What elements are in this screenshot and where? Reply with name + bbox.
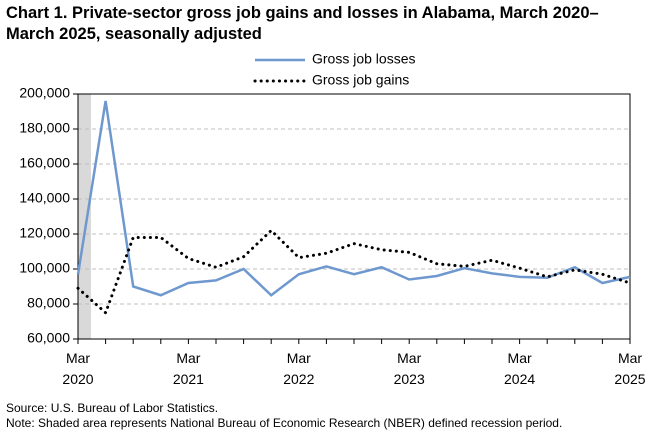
- x-tick-label: Mar 2024: [504, 350, 535, 387]
- x-tick-label: Mar 2023: [394, 350, 425, 387]
- y-tick-label: 140,000: [19, 190, 70, 206]
- legend-label: Gross job gains: [312, 72, 409, 88]
- legend-label: Gross job losses: [312, 51, 415, 67]
- series-line: [76, 228, 632, 316]
- x-tick-label-line: Mar: [508, 350, 532, 366]
- x-tick-label-line: 2025: [614, 371, 645, 387]
- y-tick-label: 60,000: [27, 330, 70, 346]
- x-tick-label-line: 2022: [283, 371, 314, 387]
- x-tick-label-line: 2021: [173, 371, 204, 387]
- x-tick-label: Mar 2021: [173, 350, 204, 387]
- y-tick-label: 180,000: [19, 120, 70, 136]
- x-tick-label-line: Mar: [176, 350, 200, 366]
- chart-title: Chart 1. Private-sector gross job gains …: [6, 4, 599, 43]
- y-tick-label: 100,000: [19, 260, 70, 276]
- series-line: [76, 100, 631, 297]
- y-tick-label: 80,000: [27, 295, 70, 311]
- y-tick-label: 200,000: [19, 85, 70, 101]
- recession-shading: [78, 94, 91, 339]
- x-tick-label-line: Mar: [397, 350, 421, 366]
- x-tick-label-line: Mar: [66, 350, 90, 366]
- x-tick-label: Mar 2022: [283, 350, 314, 387]
- x-tick-label-line: 2024: [504, 371, 535, 387]
- x-tick-label-line: Mar: [618, 350, 642, 366]
- x-tick-label-line: 2023: [394, 371, 425, 387]
- x-tick-label: Mar 2020: [62, 350, 93, 387]
- y-tick-label: 120,000: [19, 225, 70, 241]
- plot-frame: [77, 93, 631, 340]
- y-tick-label: 160,000: [19, 155, 70, 171]
- x-tick-label-line: 2020: [62, 371, 93, 387]
- x-tick-label-line: Mar: [287, 350, 311, 366]
- note: Note: Shaded area represents National Bu…: [6, 416, 563, 430]
- source: Source: U.S. Bureau of Labor Statistics.: [6, 401, 219, 415]
- x-tick-label: Mar 2025: [614, 350, 645, 387]
